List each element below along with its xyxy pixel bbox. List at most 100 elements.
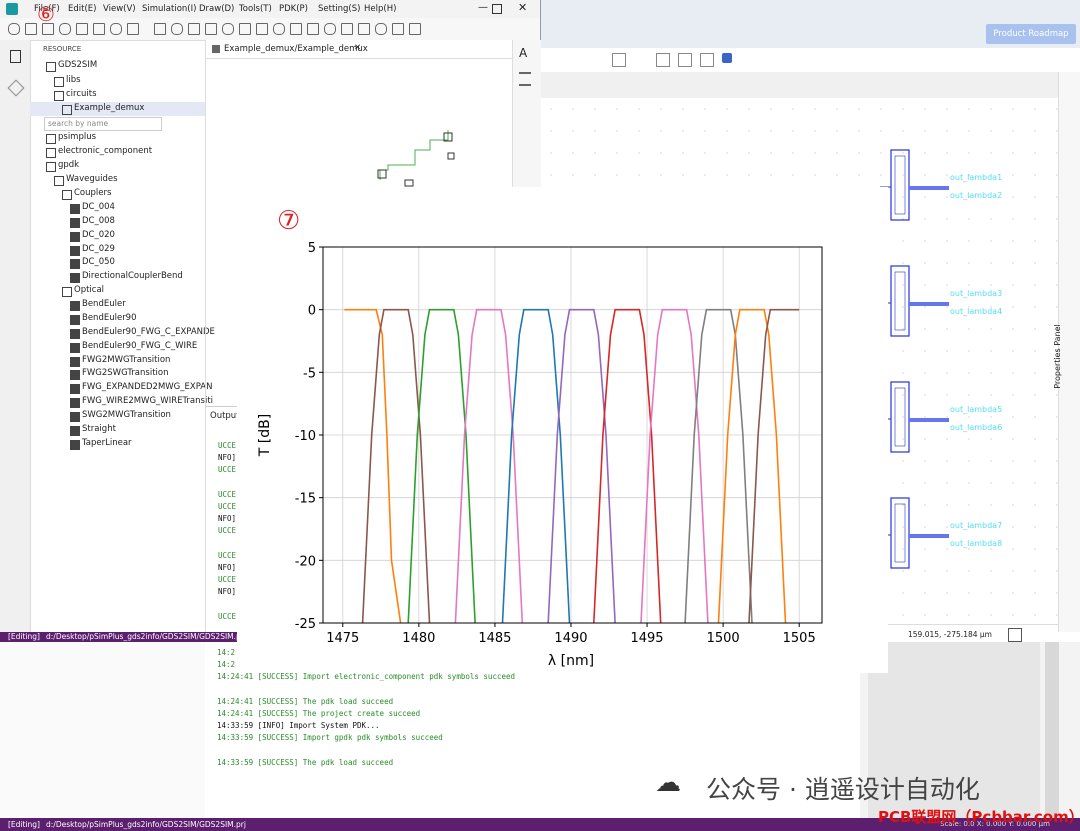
tool-icon[interactable] <box>273 23 285 35</box>
port-label: out_lambda3 <box>950 289 1002 298</box>
tree-item[interactable]: GDS2SIM <box>58 60 98 70</box>
tree-item[interactable]: BendEuler <box>82 299 126 309</box>
menu-item[interactable]: PDK(P) <box>279 4 309 14</box>
tool-icon[interactable] <box>256 23 268 35</box>
tree-item[interactable]: DC_029 <box>82 244 115 254</box>
tab-title: Example_demux/Example_demux <box>224 44 368 54</box>
tool-icon[interactable] <box>76 23 88 35</box>
tree-item[interactable]: DirectionalCouplerBend <box>82 271 183 281</box>
tree-item[interactable]: Waveguides <box>66 174 118 184</box>
tree-icon <box>70 315 80 325</box>
y-tick-label: -25 <box>295 617 316 632</box>
tool-icon[interactable] <box>154 23 166 35</box>
port-label: out_lambda8 <box>950 539 1002 548</box>
tree-item[interactable]: libs <box>66 75 81 85</box>
tool-icon[interactable] <box>392 23 404 35</box>
editor-tab[interactable]: Example_demux/Example_demux ✕ <box>206 40 512 59</box>
tool-icon[interactable] <box>307 23 319 35</box>
tree-item[interactable]: TaperLinear <box>82 438 132 448</box>
menu-item[interactable]: Setting(S) <box>318 4 361 14</box>
tree-item[interactable]: SWG2MWGTransition <box>82 410 171 420</box>
transmission-curve <box>748 308 800 623</box>
tree-item[interactable]: BendEuler90 <box>82 313 137 323</box>
tool-icon[interactable] <box>127 23 139 35</box>
tree-item[interactable]: FWG_EXPANDED2MWG_EXPAN <box>82 382 213 392</box>
tree-item[interactable]: electronic_component <box>58 146 153 156</box>
port-label: out_lambda4 <box>950 307 1002 316</box>
tree-icon <box>70 384 80 394</box>
tree-item[interactable]: Couplers <box>74 188 112 198</box>
tree-icon <box>70 398 80 408</box>
tree-item[interactable]: DC_050 <box>82 257 115 267</box>
menu-item[interactable]: Simulation(I) <box>142 4 197 14</box>
x-tick-label: 1500 <box>707 631 740 646</box>
transmission-curve <box>344 308 402 623</box>
tool-icon[interactable] <box>222 23 234 35</box>
tool-icon[interactable] <box>341 23 353 35</box>
menu-item[interactable]: Edit(E) <box>68 4 97 14</box>
device <box>894 387 906 447</box>
tree-icon <box>70 426 80 436</box>
product-roadmap-button[interactable]: Product Roadmap <box>986 24 1076 44</box>
transmission-curve <box>454 308 524 623</box>
menu-item[interactable]: Tools(T) <box>239 4 272 14</box>
y-tick-label: -15 <box>295 492 316 507</box>
resource-tree: GDS2SIM libs circuits Example_demux psimplus… <box>30 0 215 632</box>
menu-item[interactable]: Help(H) <box>364 4 397 14</box>
waveguide <box>909 534 949 538</box>
tool-icon[interactable] <box>358 23 370 35</box>
tree-item[interactable]: BendEuler90_FWG_C_WIRE <box>82 341 198 351</box>
tree-icon <box>70 412 80 422</box>
tree-item[interactable]: Straight <box>82 424 116 434</box>
log-line: 14:2 <box>217 660 236 670</box>
menu-item[interactable]: Draw(D) <box>199 4 235 14</box>
device <box>894 155 906 215</box>
tree-item[interactable]: gpdk <box>58 160 80 170</box>
output-tab[interactable]: Output <box>210 411 240 421</box>
tool-icon[interactable] <box>205 23 217 35</box>
device <box>890 149 910 221</box>
tree-icon <box>70 259 80 269</box>
menu-item[interactable]: File(F) <box>34 4 60 14</box>
log-fragment: NFO] <box>218 453 237 463</box>
tree-item[interactable]: psimplus <box>58 132 97 142</box>
tool-icon[interactable] <box>59 23 71 35</box>
tree-item[interactable]: FWG2SWGTransition <box>82 368 169 378</box>
menu-item[interactable]: View(V) <box>103 4 136 14</box>
transmission-curve <box>593 308 662 623</box>
activity-bar <box>0 40 31 632</box>
selected-row <box>30 102 205 116</box>
tool-icon[interactable] <box>171 23 183 35</box>
log-fragment: UCCE <box>218 526 237 536</box>
tool-icon[interactable] <box>8 23 20 35</box>
tree-item[interactable]: DC_020 <box>82 230 115 240</box>
tree-item[interactable]: Optical <box>74 285 105 295</box>
tree-item[interactable]: DC_004 <box>82 202 115 212</box>
tool-icon[interactable] <box>42 23 54 35</box>
tree-icon <box>62 190 72 200</box>
tool-icon[interactable] <box>409 23 421 35</box>
watermark-icon: ☁ <box>655 768 681 798</box>
tree-item[interactable]: FWG_WIRE2MWG_WIRETransiti <box>82 396 214 406</box>
tree-item[interactable]: FWG2MWGTransition <box>82 355 171 365</box>
tool-icon[interactable] <box>239 23 251 35</box>
tool-icon[interactable] <box>290 23 302 35</box>
tool-icon[interactable] <box>110 23 122 35</box>
tree-item[interactable]: circuits <box>66 89 97 99</box>
resource-label: RESOURCE <box>43 45 82 53</box>
status-editing: [Editing] <box>8 820 40 829</box>
tree-item[interactable]: BendEuler90_FWG_C_EXPANDE <box>82 327 215 337</box>
tool-icon[interactable] <box>324 23 336 35</box>
tree-icon <box>62 105 72 115</box>
tree-item[interactable]: Example_demux <box>74 103 145 113</box>
log-line: 14:33:59 [INFO] Import System PDK... <box>217 721 380 731</box>
tree-item[interactable]: DC_008 <box>82 216 115 226</box>
search-box[interactable]: search by name <box>44 117 162 131</box>
tool-icon[interactable] <box>25 23 37 35</box>
tool-icon[interactable] <box>93 23 105 35</box>
tool-icon[interactable] <box>188 23 200 35</box>
properties-sidebar: Properties Panel <box>1053 72 1080 632</box>
tree-icon <box>70 370 80 380</box>
tool-icon[interactable] <box>375 23 387 35</box>
plot-frame <box>322 246 823 624</box>
